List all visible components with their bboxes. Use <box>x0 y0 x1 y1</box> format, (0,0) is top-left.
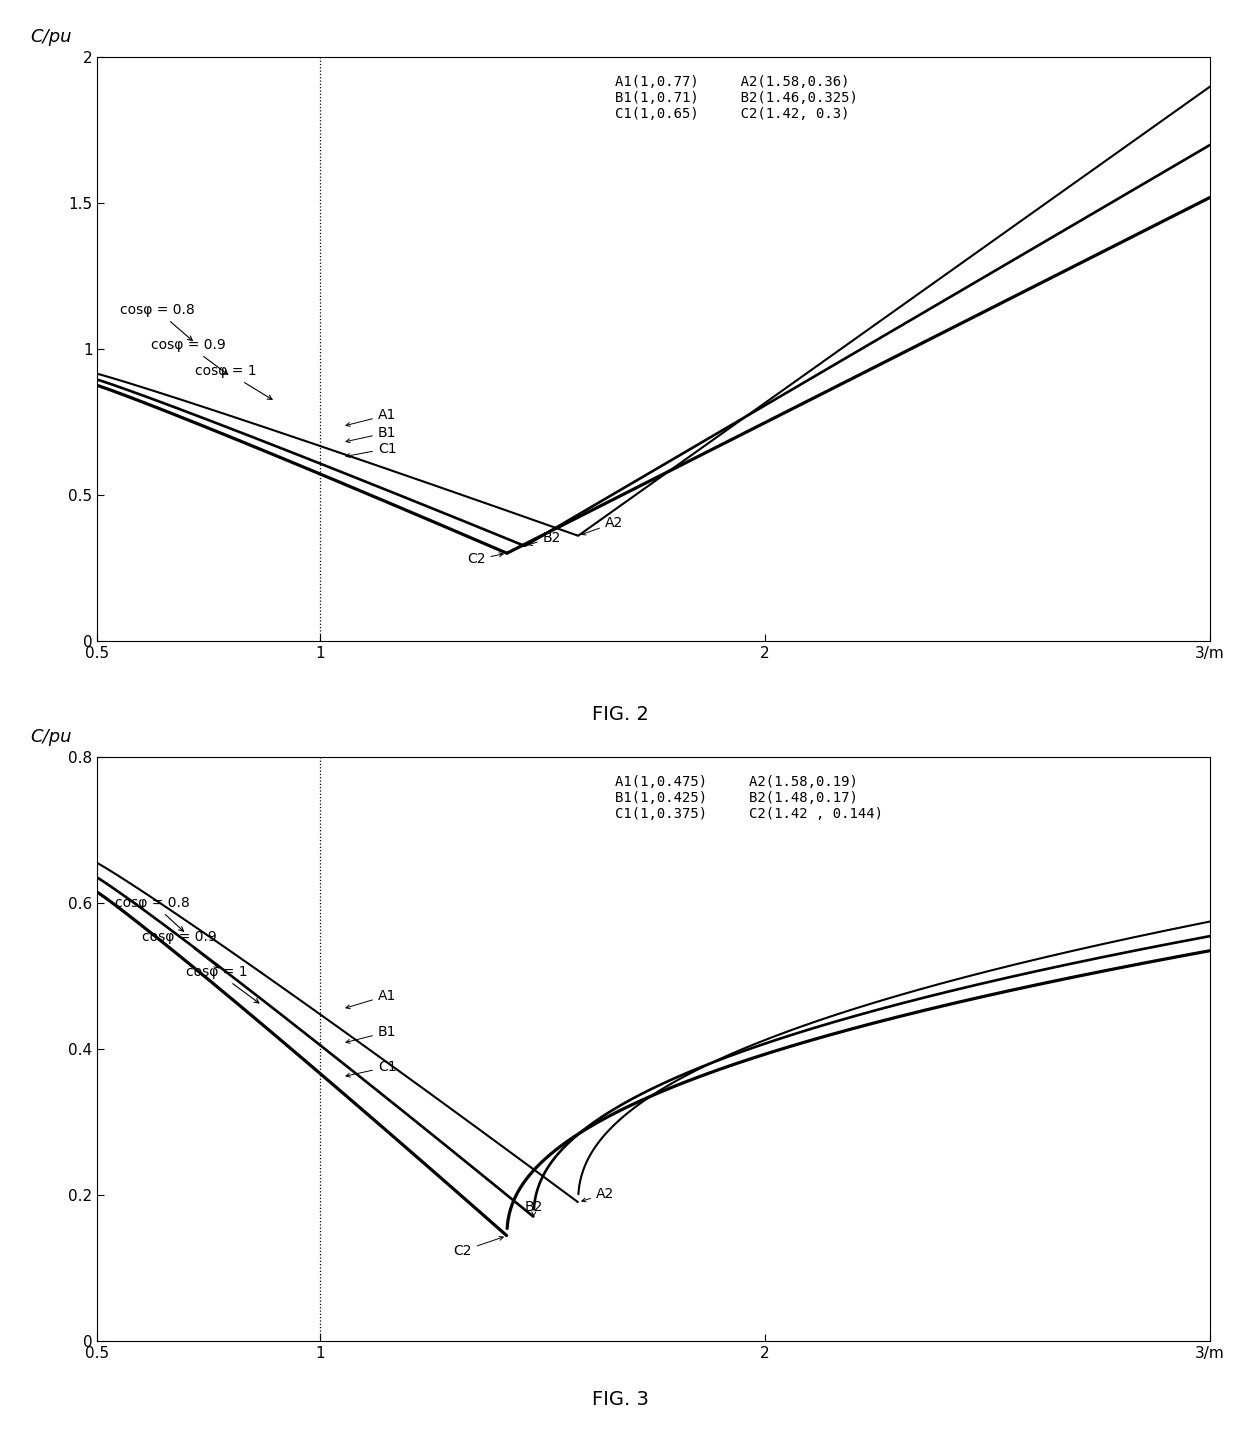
Text: C1: C1 <box>346 1060 397 1078</box>
Text: cosφ = 0.8: cosφ = 0.8 <box>115 896 190 931</box>
Text: C2: C2 <box>467 553 503 566</box>
Text: C2: C2 <box>454 1237 503 1258</box>
Text: cosφ = 1: cosφ = 1 <box>186 966 259 1003</box>
Text: B2: B2 <box>525 1199 543 1217</box>
Text: A2: A2 <box>582 1187 614 1202</box>
Text: cosφ = 1: cosφ = 1 <box>196 364 272 400</box>
Text: B1: B1 <box>346 426 397 443</box>
Text: B1: B1 <box>346 1025 397 1043</box>
Text: A1(1,0.475)     A2(1.58,0.19)
B1(1,0.425)     B2(1.48,0.17)
C1(1,0.375)     C2(1: A1(1,0.475) A2(1.58,0.19) B1(1,0.425) B2… <box>615 775 883 821</box>
Text: cosφ = 0.9: cosφ = 0.9 <box>151 338 228 374</box>
Text: A1: A1 <box>346 408 397 427</box>
Text: C/pu: C/pu <box>31 27 72 46</box>
Text: FIG. 2: FIG. 2 <box>591 705 649 724</box>
Text: cosφ = 0.9: cosφ = 0.9 <box>141 930 219 967</box>
Text: cosφ = 0.8: cosφ = 0.8 <box>120 302 195 341</box>
Text: B2: B2 <box>528 530 560 546</box>
Text: C/pu: C/pu <box>31 728 72 745</box>
Text: A1(1,0.77)     A2(1.58,0.36)
B1(1,0.71)     B2(1.46,0.325)
C1(1,0.65)     C2(1.4: A1(1,0.77) A2(1.58,0.36) B1(1,0.71) B2(1… <box>615 75 858 122</box>
Text: FIG. 3: FIG. 3 <box>591 1390 649 1409</box>
Text: C1: C1 <box>346 441 397 457</box>
Text: A1: A1 <box>346 989 397 1009</box>
Text: A2: A2 <box>582 516 622 535</box>
